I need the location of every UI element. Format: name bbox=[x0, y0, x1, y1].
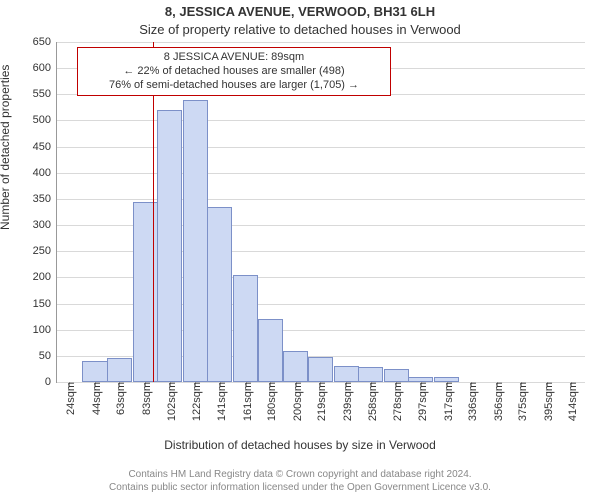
x-tick-label: 414sqm bbox=[563, 382, 579, 421]
y-tick-label: 200 bbox=[33, 271, 57, 283]
annotation-line-2: ← 22% of detached houses are smaller (49… bbox=[84, 65, 384, 79]
x-tick-label: 83sqm bbox=[137, 382, 153, 415]
y-tick-label: 100 bbox=[33, 324, 57, 336]
grid-line bbox=[57, 42, 585, 43]
histogram-bar bbox=[107, 358, 132, 382]
chart-title-2: Size of property relative to detached ho… bbox=[0, 22, 600, 37]
histogram-bar bbox=[358, 367, 383, 382]
histogram-bar bbox=[308, 357, 333, 382]
y-tick-label: 150 bbox=[33, 298, 57, 310]
y-tick-label: 400 bbox=[33, 167, 57, 179]
x-tick-label: 102sqm bbox=[162, 382, 178, 421]
annotation-line-3: 76% of semi-detached houses are larger (… bbox=[84, 79, 384, 93]
footer-line-1: Contains HM Land Registry data © Crown c… bbox=[0, 469, 600, 482]
histogram-bar bbox=[283, 351, 308, 382]
x-tick-label: 297sqm bbox=[413, 382, 429, 421]
y-tick-label: 650 bbox=[33, 36, 57, 48]
y-axis-label: Number of detached properties bbox=[0, 65, 12, 230]
y-tick-label: 350 bbox=[33, 193, 57, 205]
histogram-bar bbox=[233, 275, 258, 382]
x-tick-label: 395sqm bbox=[539, 382, 555, 421]
y-tick-label: 50 bbox=[39, 350, 57, 362]
x-tick-label: 317sqm bbox=[439, 382, 455, 421]
x-tick-label: 122sqm bbox=[187, 382, 203, 421]
footer-line-2: Contains public sector information licen… bbox=[0, 482, 600, 495]
x-tick-label: 219sqm bbox=[312, 382, 328, 421]
histogram-bar bbox=[183, 100, 208, 382]
y-tick-label: 600 bbox=[33, 62, 57, 74]
histogram-bar bbox=[334, 366, 359, 382]
histogram-bar bbox=[82, 361, 107, 382]
x-tick-label: 24sqm bbox=[61, 382, 77, 415]
footer-credits: Contains HM Land Registry data © Crown c… bbox=[0, 469, 600, 494]
x-tick-label: 180sqm bbox=[262, 382, 278, 421]
grid-line bbox=[57, 147, 585, 148]
x-tick-label: 161sqm bbox=[238, 382, 254, 421]
histogram-bar bbox=[133, 202, 158, 382]
x-tick-label: 375sqm bbox=[513, 382, 529, 421]
y-tick-label: 250 bbox=[33, 245, 57, 257]
x-tick-label: 239sqm bbox=[338, 382, 354, 421]
annotation-box: 8 JESSICA AVENUE: 89sqm ← 22% of detache… bbox=[77, 47, 391, 96]
y-tick-label: 0 bbox=[45, 376, 57, 388]
y-tick-label: 500 bbox=[33, 114, 57, 126]
chart-card: 8, JESSICA AVENUE, VERWOOD, BH31 6LH Siz… bbox=[0, 0, 600, 500]
y-tick-label: 450 bbox=[33, 141, 57, 153]
histogram-bar bbox=[157, 110, 182, 382]
x-tick-label: 356sqm bbox=[489, 382, 505, 421]
x-tick-label: 63sqm bbox=[111, 382, 127, 415]
chart-title-1: 8, JESSICA AVENUE, VERWOOD, BH31 6LH bbox=[0, 4, 600, 19]
x-tick-label: 200sqm bbox=[288, 382, 304, 421]
x-axis-label: Distribution of detached houses by size … bbox=[0, 438, 600, 452]
y-tick-label: 550 bbox=[33, 88, 57, 100]
annotation-line-1: 8 JESSICA AVENUE: 89sqm bbox=[84, 51, 384, 65]
x-tick-label: 44sqm bbox=[87, 382, 103, 415]
grid-line bbox=[57, 199, 585, 200]
x-tick-label: 258sqm bbox=[363, 382, 379, 421]
histogram-bar bbox=[207, 207, 232, 382]
x-tick-label: 336sqm bbox=[463, 382, 479, 421]
histogram-bar bbox=[384, 369, 409, 382]
grid-line bbox=[57, 173, 585, 174]
grid-line bbox=[57, 120, 585, 121]
y-tick-label: 300 bbox=[33, 219, 57, 231]
x-tick-label: 278sqm bbox=[388, 382, 404, 421]
x-tick-label: 141sqm bbox=[212, 382, 228, 421]
histogram-bar bbox=[258, 319, 283, 382]
